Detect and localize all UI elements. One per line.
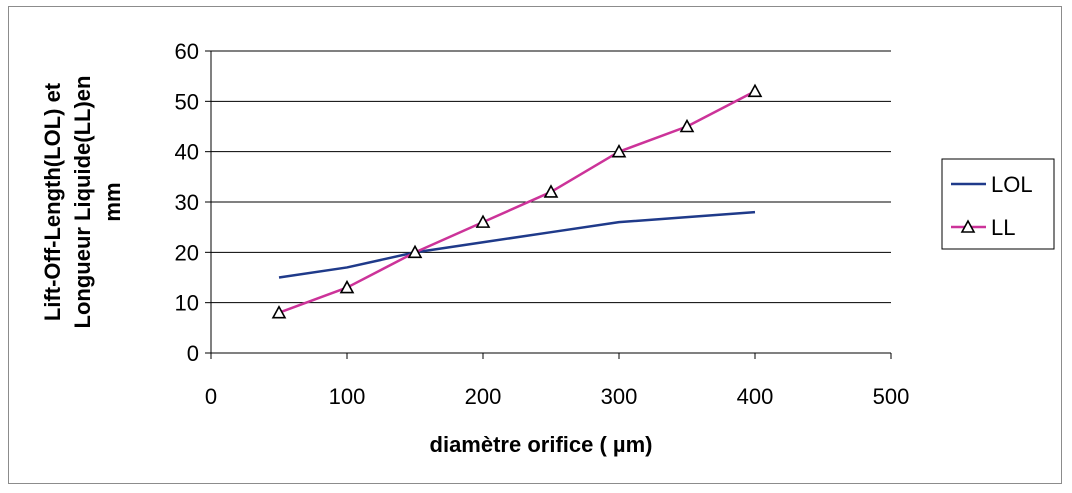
y-tick-labels: 0 10 20 30 40 50 60 bbox=[175, 39, 211, 366]
x-tick-labels: 0 100 200 300 400 500 bbox=[205, 353, 909, 409]
marker-ll-150 bbox=[407, 244, 423, 259]
legend-label-lol: LOL bbox=[991, 172, 1033, 197]
marker-ll-200 bbox=[475, 214, 491, 228]
x-axis-title: diamètre orifice ( µm) bbox=[430, 432, 653, 457]
legend-box bbox=[941, 158, 1055, 250]
y-tick-label-20: 20 bbox=[175, 240, 199, 265]
y-tick-label-50: 50 bbox=[175, 89, 199, 114]
legend: LOL LL bbox=[941, 158, 1055, 250]
x-tick-label-500: 500 bbox=[873, 384, 910, 409]
x-tick-label-200: 200 bbox=[465, 384, 502, 409]
marker-ll-400 bbox=[747, 83, 763, 98]
grid-lines bbox=[211, 50, 891, 304]
marker-ll-300 bbox=[611, 143, 627, 158]
y-tick-label-60: 60 bbox=[175, 39, 199, 64]
y-axis-title-line-3: mm bbox=[100, 182, 125, 221]
chart-frame bbox=[8, 6, 1062, 484]
y-tick-label-0: 0 bbox=[187, 341, 199, 366]
markers bbox=[271, 83, 763, 319]
y-axis-title-line-2: Longueur Liquide(LL)en bbox=[70, 76, 95, 329]
y-axis-title: Lift-Off-Length(LOL) et Longueur Liquide… bbox=[40, 76, 125, 329]
x-tick-label-400: 400 bbox=[737, 384, 774, 409]
x-tick-label-100: 100 bbox=[329, 384, 366, 409]
marker-ll-250 bbox=[543, 184, 559, 198]
series-line-lol bbox=[278, 210, 756, 279]
marker-ll-50 bbox=[271, 305, 287, 319]
marker-ll-350 bbox=[679, 118, 695, 133]
legend-marker-ll bbox=[960, 219, 976, 233]
y-tick-label-40: 40 bbox=[175, 140, 199, 165]
x-tick-label-300: 300 bbox=[601, 384, 638, 409]
y-tick-label-30: 30 bbox=[175, 190, 199, 215]
series-line-ll bbox=[278, 90, 756, 314]
y-tick-label-10: 10 bbox=[175, 291, 199, 316]
marker-ll-100 bbox=[339, 279, 355, 294]
x-tick-label-0: 0 bbox=[205, 384, 217, 409]
series bbox=[278, 90, 756, 314]
legend-label-ll: LL bbox=[991, 215, 1015, 240]
y-axis-title-line-1: Lift-Off-Length(LOL) et bbox=[40, 82, 65, 321]
